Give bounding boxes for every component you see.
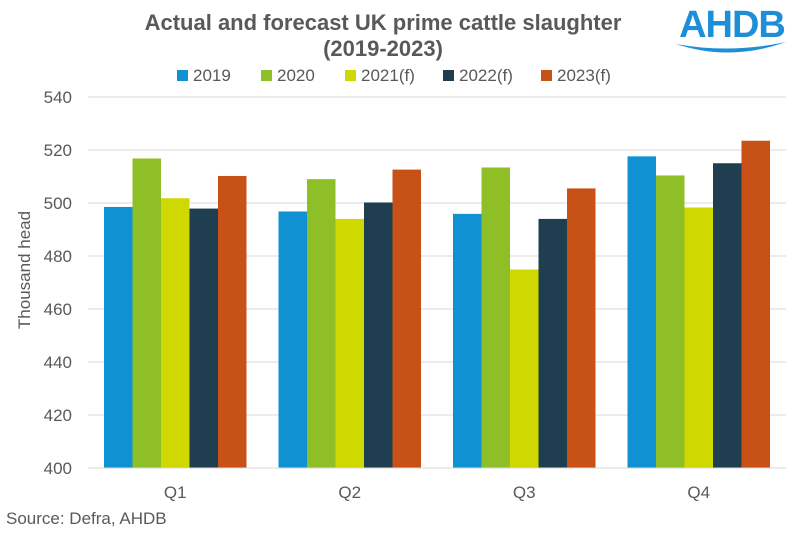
legend-label: 2022(f) (459, 66, 513, 85)
bars (104, 141, 770, 468)
chart-canvas: Actual and forecast UK prime cattle slau… (0, 0, 792, 531)
bar-2023f-q4 (742, 141, 771, 468)
legend: 2019 2020 2021(f) 2022(f) 2023(f) (177, 66, 611, 85)
bar-2023f-q3 (567, 188, 596, 468)
legend-label: 2023(f) (557, 66, 611, 85)
chart-title-line-1: Actual and forecast UK prime cattle slau… (145, 10, 622, 35)
legend-swatch (541, 70, 552, 81)
bar-2022f-q2 (364, 202, 393, 468)
x-axis-tick-labels: Q1 Q2 Q3 Q4 (164, 483, 710, 502)
bar-2021f-q2 (336, 219, 365, 468)
y-tick-label: 440 (44, 353, 72, 372)
y-axis-label: Thousand head (15, 211, 34, 329)
y-tick-label: 500 (44, 194, 72, 213)
legend-label: 2020 (277, 66, 315, 85)
x-tick-label: Q2 (338, 483, 361, 502)
bar-2023f-q1 (218, 176, 247, 468)
legend-swatch (261, 70, 272, 81)
y-tick-label: 460 (44, 300, 72, 319)
bar-2020-q1 (133, 158, 162, 468)
bar-2022f-q3 (539, 219, 568, 468)
x-tick-label: Q1 (164, 483, 187, 502)
bar-2020-q2 (307, 179, 336, 468)
bar-2020-q4 (656, 175, 685, 468)
chart-title-line-2: (2019-2023) (323, 36, 443, 61)
bar-2019-q4 (628, 156, 657, 468)
bar-2019-q1 (104, 207, 133, 468)
bar-2022f-q4 (713, 163, 742, 468)
bar-2022f-q1 (190, 209, 219, 468)
y-tick-label: 480 (44, 247, 72, 266)
bar-2021f-q3 (510, 270, 539, 468)
legend-swatch (345, 70, 356, 81)
source-note: Source: Defra, AHDB (6, 509, 167, 528)
legend-swatch (177, 70, 188, 81)
x-tick-label: Q3 (513, 483, 536, 502)
ahdb-logo: AHDB (676, 4, 786, 53)
bar-2021f-q4 (685, 208, 714, 468)
legend-swatch (443, 70, 454, 81)
bar-2020-q3 (482, 167, 511, 468)
y-tick-label: 540 (44, 88, 72, 107)
bar-2019-q3 (453, 214, 482, 468)
bar-2021f-q1 (161, 198, 190, 468)
legend-label: 2019 (193, 66, 231, 85)
legend-label: 2021(f) (361, 66, 415, 85)
bar-2019-q2 (279, 211, 308, 468)
y-tick-label: 520 (44, 141, 72, 160)
y-axis-tick-labels: 400 420 440 460 480 500 520 540 (44, 88, 72, 478)
x-tick-label: Q4 (687, 483, 710, 502)
chart-container: Actual and forecast UK prime cattle slau… (0, 0, 792, 531)
y-tick-label: 400 (44, 459, 72, 478)
y-tick-label: 420 (44, 406, 72, 425)
ahdb-logo-text: AHDB (679, 4, 785, 46)
bar-2023f-q2 (393, 170, 422, 468)
